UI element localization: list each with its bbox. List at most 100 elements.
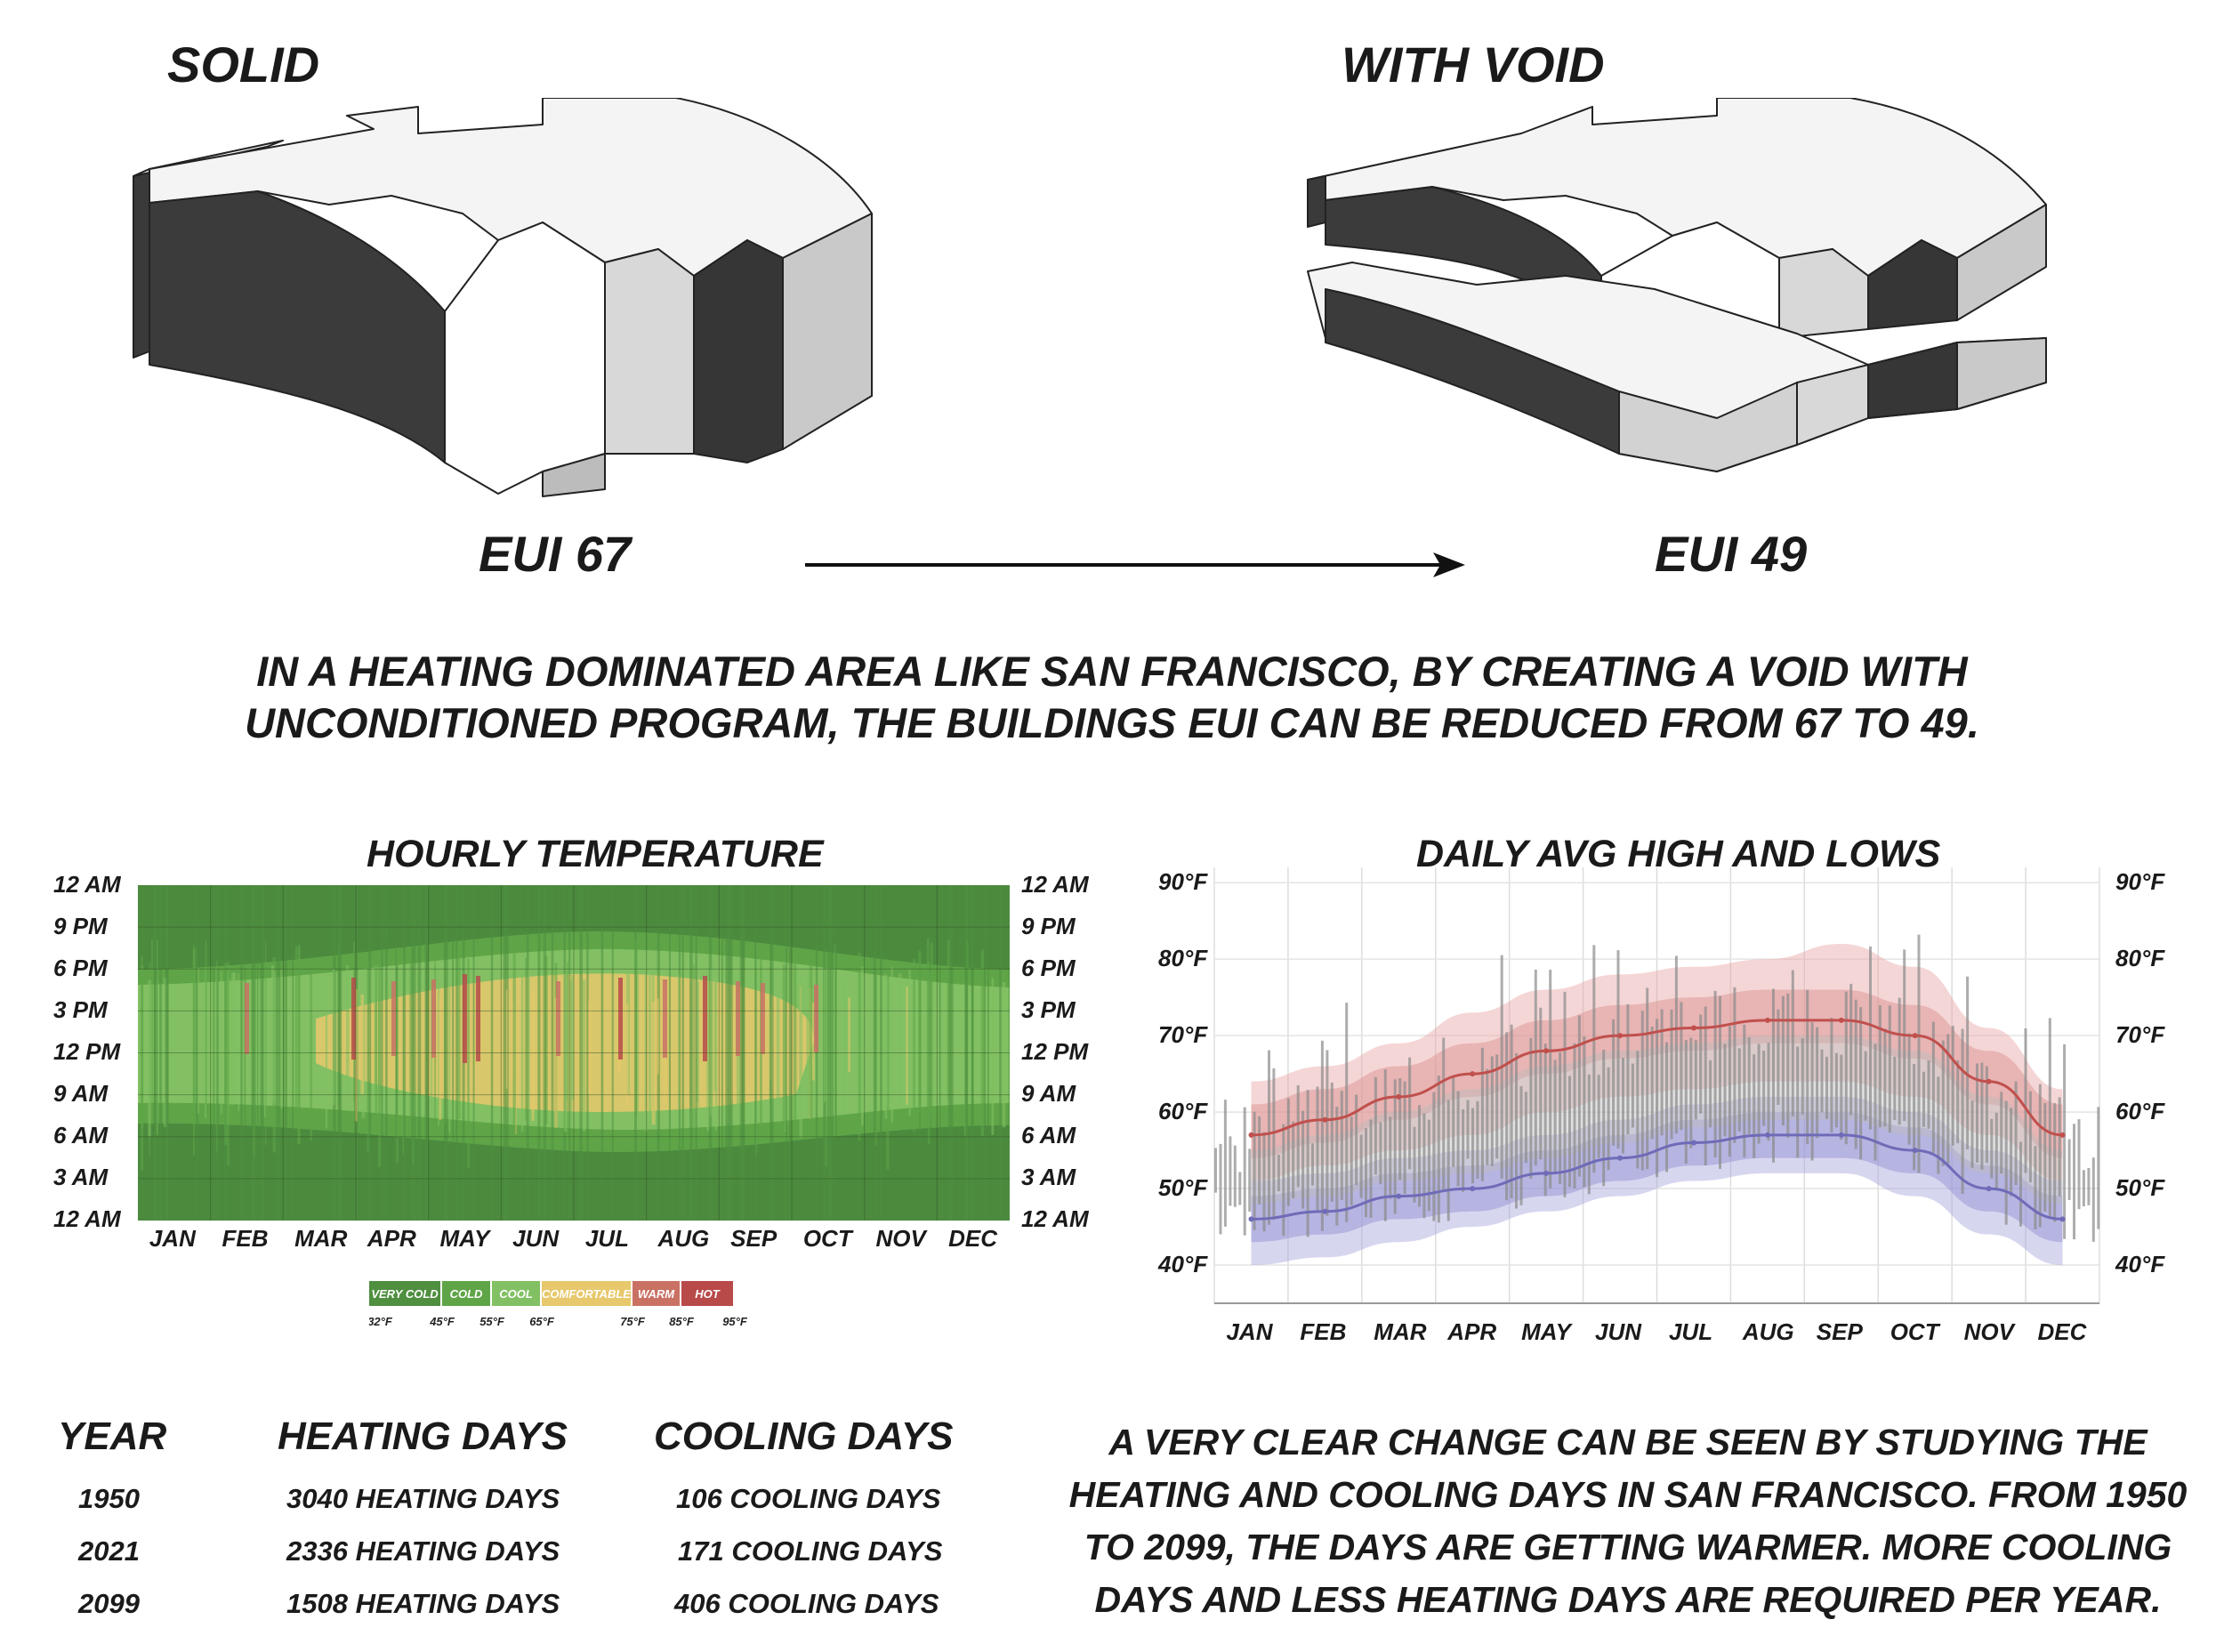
daily-observed-bar xyxy=(1505,1032,1509,1201)
heatmap-streak xyxy=(345,965,350,1096)
heatmap-streak xyxy=(890,966,893,1124)
heatmap-streak xyxy=(528,966,530,1110)
daily-observed-bar xyxy=(1393,1079,1397,1214)
daily-month-label: JUL xyxy=(1668,1318,1713,1345)
daily-y-label-right: 60°F xyxy=(2115,1098,2165,1125)
daily-observed-bar xyxy=(1893,1056,1897,1120)
heatmap-streak xyxy=(412,885,416,1221)
daily-observed-bar xyxy=(1320,1040,1324,1231)
daily-observed-bar xyxy=(1994,1112,1998,1191)
heatmap-streak xyxy=(793,957,797,1140)
hour-label-right: 3 PM xyxy=(1021,996,1076,1023)
daily-observed-bar xyxy=(1801,1038,1804,1115)
heatmap-streak xyxy=(991,978,995,1135)
heatmap-streak xyxy=(253,963,255,1157)
heatmap-streak xyxy=(367,957,369,1152)
caption-line-2: UNCONDITIONED PROGRAM, THE BUILDINGS EUI… xyxy=(245,699,1979,746)
daily-observed-bar xyxy=(1931,1021,1935,1154)
heatmap-streak xyxy=(929,885,931,1221)
daily-observed-bar xyxy=(1791,970,1794,1116)
heatmap-streak xyxy=(467,958,470,1169)
daily-observed-bar xyxy=(1869,946,1872,1130)
daily-observed-bar xyxy=(1592,945,1596,1173)
heatmap-streak xyxy=(695,885,697,1221)
heatmap-streak xyxy=(159,885,163,1221)
legend-tick: 45°F xyxy=(429,1315,455,1328)
heatmap-streak xyxy=(568,885,571,1221)
daily-observed-bar xyxy=(1587,1074,1591,1195)
daily-observed-bar xyxy=(1859,1007,1863,1160)
series-point xyxy=(2059,1216,2066,1222)
heatmap-streak xyxy=(216,885,219,1221)
heatmap-streak xyxy=(755,958,758,1156)
hourly-month-label: SEP xyxy=(730,1225,778,1252)
heatmap-streak xyxy=(156,939,158,1136)
daily-observed-bar xyxy=(1359,1134,1363,1198)
series-point xyxy=(1248,1132,1254,1138)
daily-y-label-right: 70°F xyxy=(2115,1021,2165,1049)
daily-observed-bar xyxy=(1985,1066,1988,1164)
daily-observed-bar xyxy=(1646,987,1649,1170)
series-point xyxy=(1912,1033,1918,1039)
heatmap-streak xyxy=(657,998,659,1075)
daily-observed-bar xyxy=(1873,1044,1877,1161)
daily-month-label: FEB xyxy=(1300,1318,1347,1345)
heatmap-warm-streak xyxy=(463,974,467,1063)
heatmap-streak xyxy=(579,885,583,1221)
heatmap-streak xyxy=(567,962,568,1146)
daily-observed-bar xyxy=(1777,1009,1780,1105)
heatmap-streak xyxy=(213,885,215,1221)
daily-observed-bar xyxy=(1825,1056,1828,1119)
daily-observed-bar xyxy=(1656,1019,1659,1178)
series-line-high xyxy=(1251,1019,2063,1137)
daily-observed-bar xyxy=(1844,991,1848,1145)
heatmap-streak xyxy=(741,885,745,1221)
daily-observed-bar xyxy=(1636,1051,1640,1169)
heatmap-streak xyxy=(381,885,383,1221)
heatmap-streak xyxy=(196,885,199,1221)
legend-label: COOL xyxy=(499,1287,533,1301)
hour-label-right: 3 AM xyxy=(1021,1164,1076,1190)
daily-observed-bar xyxy=(1970,1100,1974,1168)
heatmap-streak xyxy=(644,975,648,1132)
heatmap-streak xyxy=(402,956,404,1155)
heatmap-streak xyxy=(999,885,1002,1221)
daily-y-label-right: 80°F xyxy=(2115,945,2165,972)
daily-observed-bar xyxy=(1553,1060,1557,1173)
heatmap-streak xyxy=(728,885,731,1221)
daily-y-label-right: 40°F xyxy=(2115,1251,2165,1278)
daily-observed-bar xyxy=(1966,976,1970,1149)
daily-observed-bar xyxy=(2063,1044,2067,1239)
daily-observed-bar xyxy=(1286,1098,1290,1206)
series-point xyxy=(1322,1116,1328,1123)
heatmap-streak xyxy=(148,979,151,1137)
hourly-month-label: MAY xyxy=(439,1225,490,1252)
heatmap-streak xyxy=(283,885,285,1221)
daily-observed-bar xyxy=(1781,995,1785,1126)
heatmap-warm-streak xyxy=(476,976,480,1061)
heatmap-streak xyxy=(262,885,264,1221)
daily-observed-bar xyxy=(1510,1024,1513,1198)
heatmap-streak xyxy=(554,998,558,1128)
heatmap-streak xyxy=(395,885,398,1221)
legend-tick: 65°F xyxy=(529,1315,555,1328)
table-row-2-year: 2021 xyxy=(78,1535,140,1567)
daily-observed-bar xyxy=(2004,1100,2008,1225)
heatmap-streak xyxy=(806,969,810,1114)
heatmap-warm-streak xyxy=(391,981,396,1056)
daily-observed-bar xyxy=(2077,1119,2081,1210)
daily-observed-bar xyxy=(1253,1111,1256,1230)
heatmap-streak xyxy=(256,885,259,1221)
heatmap-streak xyxy=(770,885,774,1221)
note-line-2: HEATING AND COOLING DAYS IN SAN FRANCISC… xyxy=(1068,1474,2188,1515)
heatmap-streak xyxy=(964,885,968,1221)
heatmap-streak xyxy=(444,885,448,1221)
heatmap-streak xyxy=(886,963,890,1170)
daily-observed-bar xyxy=(1796,1046,1800,1158)
daily-observed-bar xyxy=(1737,1048,1741,1132)
table-header-heating: HEATING DAYS xyxy=(278,1414,568,1458)
heatmap-streak xyxy=(292,885,294,1221)
daily-observed-bar xyxy=(2038,1084,2042,1228)
daily-observed-bar xyxy=(1704,1006,1707,1165)
daily-observed-bar xyxy=(2058,1097,2061,1197)
